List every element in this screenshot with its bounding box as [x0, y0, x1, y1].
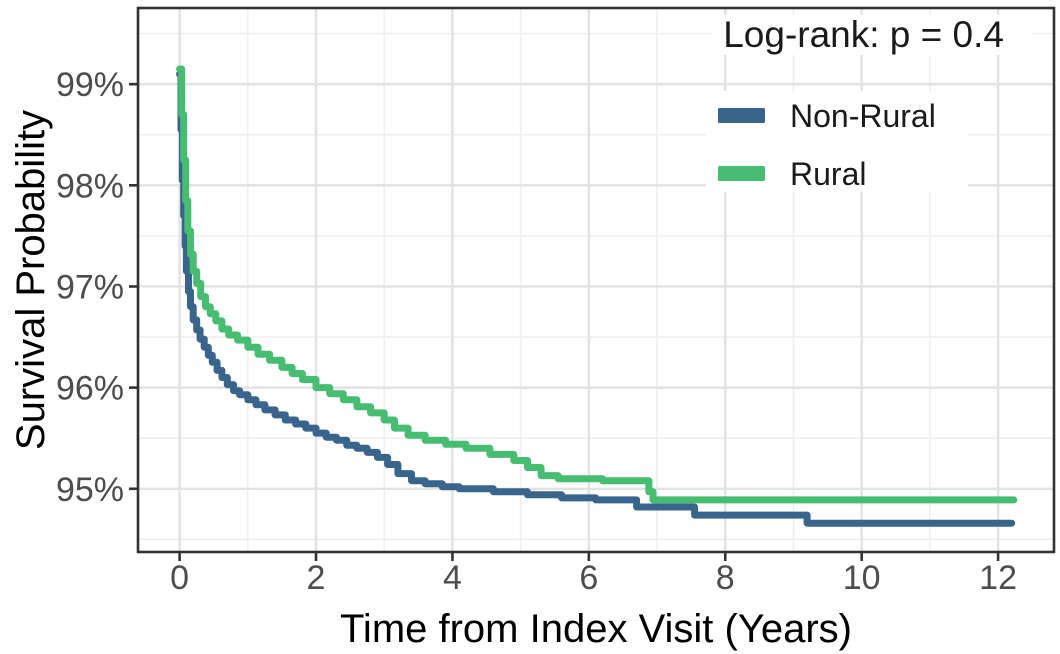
- x-tick-labels: 0 2 4 6 8 10 12: [170, 559, 1017, 597]
- curve-rural: [176, 65, 1018, 504]
- y-tick-label: 95%: [56, 471, 124, 509]
- y-tick-label: 98%: [56, 167, 124, 205]
- y-tick-label: 97%: [56, 268, 124, 306]
- y-tick-labels: 95% 96% 97% 98% 99%: [56, 66, 124, 509]
- plot-panel: [138, 8, 1054, 552]
- logrank-annotation: Log-rank: p = 0.4: [723, 14, 1004, 55]
- y-tick-label: 96%: [56, 370, 124, 408]
- x-tick-label: 6: [579, 559, 598, 597]
- x-tick-label: 0: [170, 559, 189, 597]
- legend: Non-Rural Rural: [718, 98, 936, 192]
- panel-border: [136, 6, 1056, 554]
- annotation-background: [712, 15, 1032, 55]
- x-axis-title: Time from Index Visit (Years): [340, 607, 852, 651]
- x-tick-label: 2: [307, 559, 326, 597]
- y-tick-label: 99%: [56, 66, 124, 104]
- gridlines-major: [138, 8, 1054, 552]
- legend-label-rural: Rural: [790, 156, 866, 192]
- legend-key-rural: [718, 166, 765, 181]
- axis-ticks: [129, 82, 1000, 561]
- y-axis-title: Survival Probability: [9, 110, 53, 450]
- x-tick-label: 8: [716, 559, 735, 597]
- legend-label-non-rural: Non-Rural: [790, 98, 936, 134]
- x-tick-label: 4: [443, 559, 462, 597]
- legend-key-non-rural: [718, 108, 765, 123]
- x-tick-label: 12: [979, 559, 1017, 597]
- curve-non-rural: [176, 70, 1016, 527]
- x-tick-label: 10: [843, 559, 881, 597]
